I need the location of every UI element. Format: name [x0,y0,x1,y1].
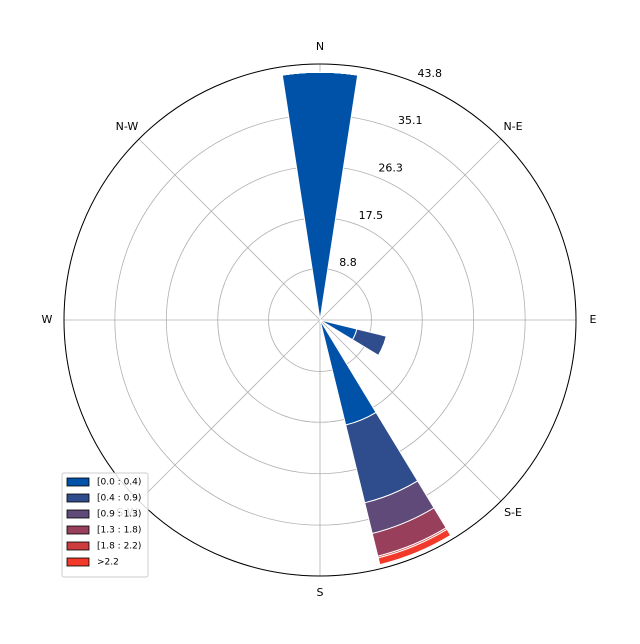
theta-label: S-E [504,506,522,519]
legend-swatch [66,557,90,567]
r-tick-label: 26.3 [378,161,403,174]
legend-swatch [66,509,90,519]
legend-swatch [66,493,90,503]
legend-label: [0.0 : 0.4) [97,478,141,488]
r-tick-label: 43.8 [417,67,442,80]
theta-label: S [317,586,324,599]
legend-swatch [66,525,90,535]
legend-label: [1.3 : 1.8) [97,526,141,536]
r-tick-label: 17.5 [359,209,384,222]
wind-bar [281,71,359,321]
wind-bar [351,328,388,357]
legend-label: >2.2 [97,558,119,568]
theta-label: N [316,40,324,53]
grid-spoke [138,319,321,502]
theta-label: W [42,313,53,326]
legend-label: [0.4 : 0.9) [97,494,141,504]
theta-label: N-W [116,120,139,133]
legend-swatch [66,477,90,487]
grid-spoke [319,319,502,502]
r-tick-label: 35.1 [398,114,423,127]
legend-label: [1.8 : 2.2) [97,542,141,552]
grid-spoke [138,138,321,321]
theta-label: E [590,313,597,326]
legend-swatch [66,541,90,551]
polar-frame [63,63,577,577]
wind-bar [377,528,452,566]
legend: [0.0 : 0.4) [0.4 : 0.9) [0.9 : 1.3) [1.3 : … [61,472,149,578]
grid-spoke [319,138,502,321]
r-tick-label: 8.8 [339,256,357,269]
theta-label: N-E [503,120,522,133]
legend-label: [0.9 : 1.3) [97,510,141,520]
